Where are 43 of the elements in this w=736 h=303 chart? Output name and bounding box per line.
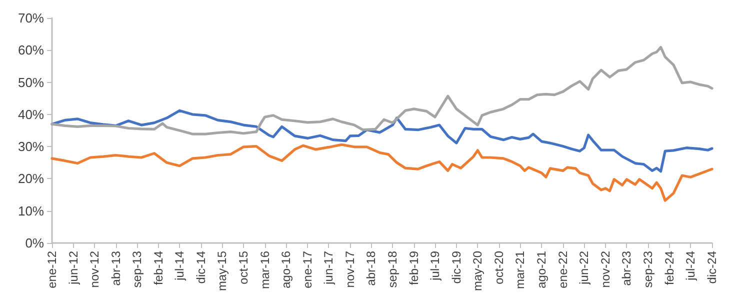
y-tick-label: 50%: [18, 74, 44, 90]
x-tick-label: jun-12: [66, 250, 80, 286]
x-tick-label: nov-12: [88, 250, 102, 288]
x-tick-label: ene-22: [556, 250, 570, 288]
x-tick-label: sep-23: [641, 250, 656, 288]
y-tick-label: 20%: [18, 171, 44, 186]
x-tick-label: mar-16: [258, 250, 272, 290]
x-tick-label: ene-17: [300, 250, 315, 288]
y-tick-label: 10%: [18, 203, 44, 218]
x-tick-label: sep-18: [386, 250, 400, 288]
x-tick-label: feb-14: [152, 250, 166, 286]
line-series: [50, 143, 714, 202]
x-tick-label: mar-21: [513, 250, 528, 290]
x-tick-label: jul-24: [684, 250, 698, 282]
x-tick-label: may-15: [215, 250, 230, 292]
x-tick-label: oct-15: [236, 250, 251, 284]
y-tick-label: 70%: [18, 10, 44, 26]
x-tick-label: dic-24: [705, 250, 719, 284]
x-tick-label: may-20: [470, 250, 485, 292]
x-tick-label: ago-21: [534, 250, 549, 288]
y-tick-label: 40%: [18, 106, 44, 122]
x-tick-label: dic-14: [194, 250, 208, 284]
x-tick-label: sep-13: [130, 250, 144, 288]
x-tick-label: oct-20: [492, 250, 506, 284]
x-tick-label: nov-22: [598, 250, 613, 288]
x-tick-label: jun-17: [322, 250, 336, 286]
x-tick-label: ago-16: [279, 250, 294, 288]
x-tick-label: feb-19: [407, 250, 422, 286]
x-tick-label: abr-18: [364, 250, 378, 286]
x-tick-label: abr-13: [108, 250, 123, 286]
x-tick-label: abr-23: [620, 250, 634, 286]
x-tick-label: ene-12: [45, 250, 59, 288]
line-series: [50, 109, 714, 173]
y-tick-label: 30%: [18, 139, 44, 154]
x-tick-label: jul-19: [428, 250, 442, 282]
y-tick-label: 0%: [25, 236, 44, 250]
x-tick-label: jul-14: [172, 250, 187, 282]
x-tick-label: feb-24: [662, 250, 676, 286]
x-tick-label: nov-17: [343, 250, 358, 288]
line-series: [50, 46, 714, 136]
x-tick-label: jun-22: [577, 250, 592, 286]
x-tick-label: dic-19: [449, 250, 464, 284]
y-tick-label: 60%: [18, 42, 44, 58]
